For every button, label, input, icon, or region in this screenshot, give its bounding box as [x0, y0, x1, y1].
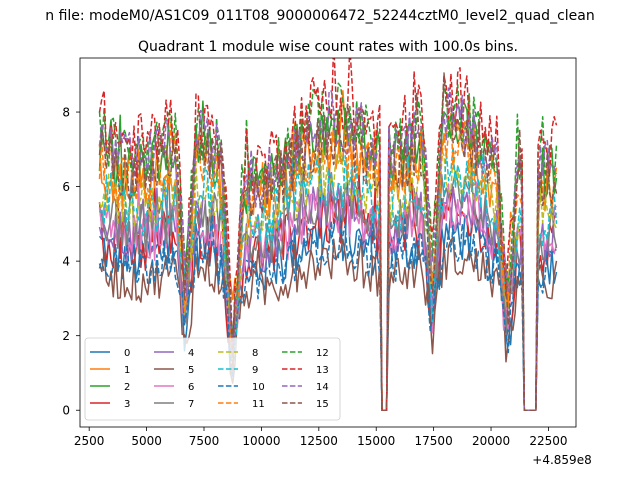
- x-tick-label: 15000: [357, 434, 395, 448]
- legend-label-11: 11: [252, 399, 265, 410]
- legend-label-12: 12: [316, 348, 329, 359]
- legend-label-13: 13: [316, 365, 329, 376]
- series-line-10: [98, 214, 557, 411]
- legend-label-6: 6: [188, 382, 194, 393]
- y-tick-label: 6: [62, 180, 70, 194]
- legend-label-15: 15: [316, 399, 329, 410]
- legend-label-1: 1: [124, 365, 130, 376]
- legend-label-10: 10: [252, 382, 265, 393]
- series-line-7: [99, 159, 558, 411]
- legend-label-9: 9: [252, 365, 258, 376]
- legend-label-3: 3: [124, 399, 130, 410]
- legend-label-2: 2: [124, 382, 130, 393]
- legend-label-7: 7: [188, 399, 194, 410]
- legend-label-14: 14: [316, 382, 329, 393]
- y-tick-label: 0: [62, 404, 70, 418]
- chart-title: Quadrant 1 module wise count rates with …: [138, 39, 518, 55]
- legend-label-5: 5: [188, 365, 194, 376]
- x-tick-label: 20000: [472, 434, 510, 448]
- y-tick-label: 2: [62, 329, 70, 343]
- axes-frame: [79, 57, 577, 428]
- series-line-9: [99, 133, 558, 411]
- x-tick-label: 10000: [242, 434, 280, 448]
- legend-label-8: 8: [252, 348, 258, 359]
- legend-label-4: 4: [188, 348, 194, 359]
- chart-suptitle: n file: modeM0/AS1C09_011T08_9000006472_…: [45, 8, 594, 24]
- x-tick-label: 12500: [300, 434, 338, 448]
- y-tick-label: 4: [62, 255, 70, 269]
- x-tick-label: 17500: [415, 434, 453, 448]
- series-lines: [98, 58, 558, 411]
- series-line-6: [98, 181, 558, 411]
- series-line-14: [98, 87, 558, 411]
- legend-box: [84, 337, 341, 421]
- x-tick-label: 5000: [131, 434, 162, 448]
- x-tick-label: 7500: [189, 434, 220, 448]
- x-tick-label: 2500: [74, 434, 105, 448]
- series-line-3: [98, 175, 558, 411]
- series-line-15: [98, 72, 558, 411]
- x-axis-ticks: 2500 5000 7500 10000 12500 15000 17500 20000 225…: [74, 427, 568, 448]
- series-line-8: [98, 147, 558, 411]
- legend-label-0: 0: [124, 348, 130, 359]
- x-tick-label: 22500: [529, 434, 567, 448]
- x-offset-label: +4.859e8: [532, 453, 591, 467]
- y-axis-ticks: 0 2 4 6 8: [62, 106, 80, 418]
- y-tick-label: 8: [62, 106, 70, 120]
